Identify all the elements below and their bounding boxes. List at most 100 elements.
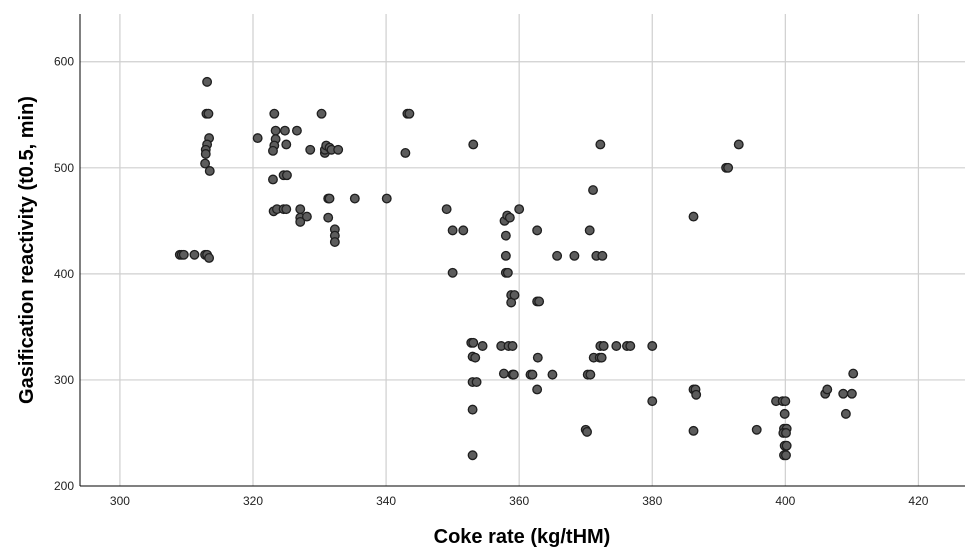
- grid: [80, 14, 965, 486]
- data-point: [781, 440, 792, 451]
- data-point: [588, 185, 598, 196]
- data-point: [281, 139, 292, 150]
- data-point: [447, 225, 458, 236]
- tick-labels: 300 320 340 360 380 400 420 200 300 400 500 600: [54, 55, 929, 508]
- data-point: [846, 388, 857, 399]
- data-point: [333, 144, 344, 155]
- data-point: [780, 396, 791, 407]
- data-point: [203, 108, 214, 119]
- data-point: [625, 341, 636, 351]
- x-tick-label: 340: [376, 494, 396, 508]
- data-point: [441, 204, 452, 215]
- data-point: [514, 204, 525, 215]
- x-tick-label: 360: [509, 494, 529, 508]
- y-tick-label: 200: [54, 479, 74, 493]
- data-point: [688, 211, 699, 222]
- data-point: [381, 193, 392, 204]
- data-point: [458, 225, 469, 236]
- data-point: [200, 158, 211, 169]
- data-point: [200, 149, 211, 159]
- x-tick-label: 400: [775, 494, 795, 508]
- data-point: [691, 389, 702, 400]
- data-point: [822, 384, 833, 395]
- data-point: [534, 296, 545, 307]
- data-point: [349, 193, 360, 204]
- data-point: [404, 108, 415, 119]
- data-point: [596, 352, 607, 363]
- data-point: [552, 250, 563, 261]
- data-point: [189, 249, 200, 260]
- y-tick-label: 600: [54, 55, 74, 69]
- data-point: [279, 125, 290, 136]
- data-point: [733, 139, 744, 150]
- data-point: [532, 384, 543, 395]
- data-point: [504, 212, 515, 223]
- data-point: [838, 388, 849, 399]
- data-point: [268, 174, 278, 185]
- data-point: [507, 341, 518, 351]
- axes: [79, 14, 965, 487]
- data-point: [647, 396, 658, 407]
- data-point: [840, 408, 851, 419]
- y-tick-label: 500: [54, 161, 74, 175]
- data-point: [611, 341, 622, 351]
- data-point: [585, 369, 596, 380]
- x-tick-label: 380: [642, 494, 662, 508]
- x-axis-title: Coke rate (kg/tHM): [434, 526, 611, 548]
- data-point: [295, 204, 306, 215]
- data-point: [270, 125, 281, 136]
- data-point: [467, 450, 478, 461]
- data-point: [316, 108, 327, 119]
- y-tick-label: 400: [54, 267, 74, 281]
- data-point: [781, 428, 791, 438]
- data-point: [781, 450, 791, 461]
- data-point: [532, 352, 543, 363]
- data-point: [295, 216, 306, 227]
- data-point: [500, 250, 511, 261]
- data-point: [502, 267, 513, 278]
- data-point: [202, 76, 213, 87]
- data-point: [301, 211, 312, 222]
- data-point: [527, 369, 538, 380]
- data-point: [252, 133, 263, 144]
- data-point: [647, 341, 658, 351]
- data-point: [323, 212, 334, 223]
- x-tick-label: 320: [243, 494, 263, 508]
- data-point: [508, 369, 519, 380]
- data-point: [305, 144, 316, 155]
- y-tick-label: 300: [54, 373, 74, 387]
- data-point: [281, 170, 292, 181]
- data-point: [467, 404, 478, 415]
- data-point: [751, 424, 762, 435]
- data-point: [848, 368, 859, 379]
- data-point: [547, 369, 558, 380]
- data-point: [723, 162, 734, 173]
- data-point: [500, 230, 511, 241]
- data-point: [281, 204, 292, 215]
- data-point: [291, 125, 302, 136]
- data-point: [447, 267, 458, 278]
- x-tick-label: 300: [110, 494, 130, 508]
- data-point: [471, 377, 482, 388]
- data-point: [779, 408, 790, 419]
- data-points: [174, 76, 859, 461]
- data-point: [509, 290, 520, 301]
- data-point: [498, 368, 509, 379]
- x-tick-label: 420: [908, 494, 928, 508]
- data-point: [598, 341, 609, 351]
- data-point: [269, 108, 280, 119]
- data-point: [468, 337, 479, 348]
- data-point: [582, 426, 592, 437]
- data-point: [595, 139, 606, 150]
- data-point: [324, 193, 335, 204]
- data-point: [468, 139, 479, 150]
- data-point: [470, 352, 481, 363]
- data-point: [597, 250, 608, 261]
- data-point: [329, 237, 340, 247]
- data-point: [178, 249, 189, 260]
- data-point: [569, 250, 580, 261]
- data-point: [204, 253, 215, 263]
- data-point: [688, 425, 699, 436]
